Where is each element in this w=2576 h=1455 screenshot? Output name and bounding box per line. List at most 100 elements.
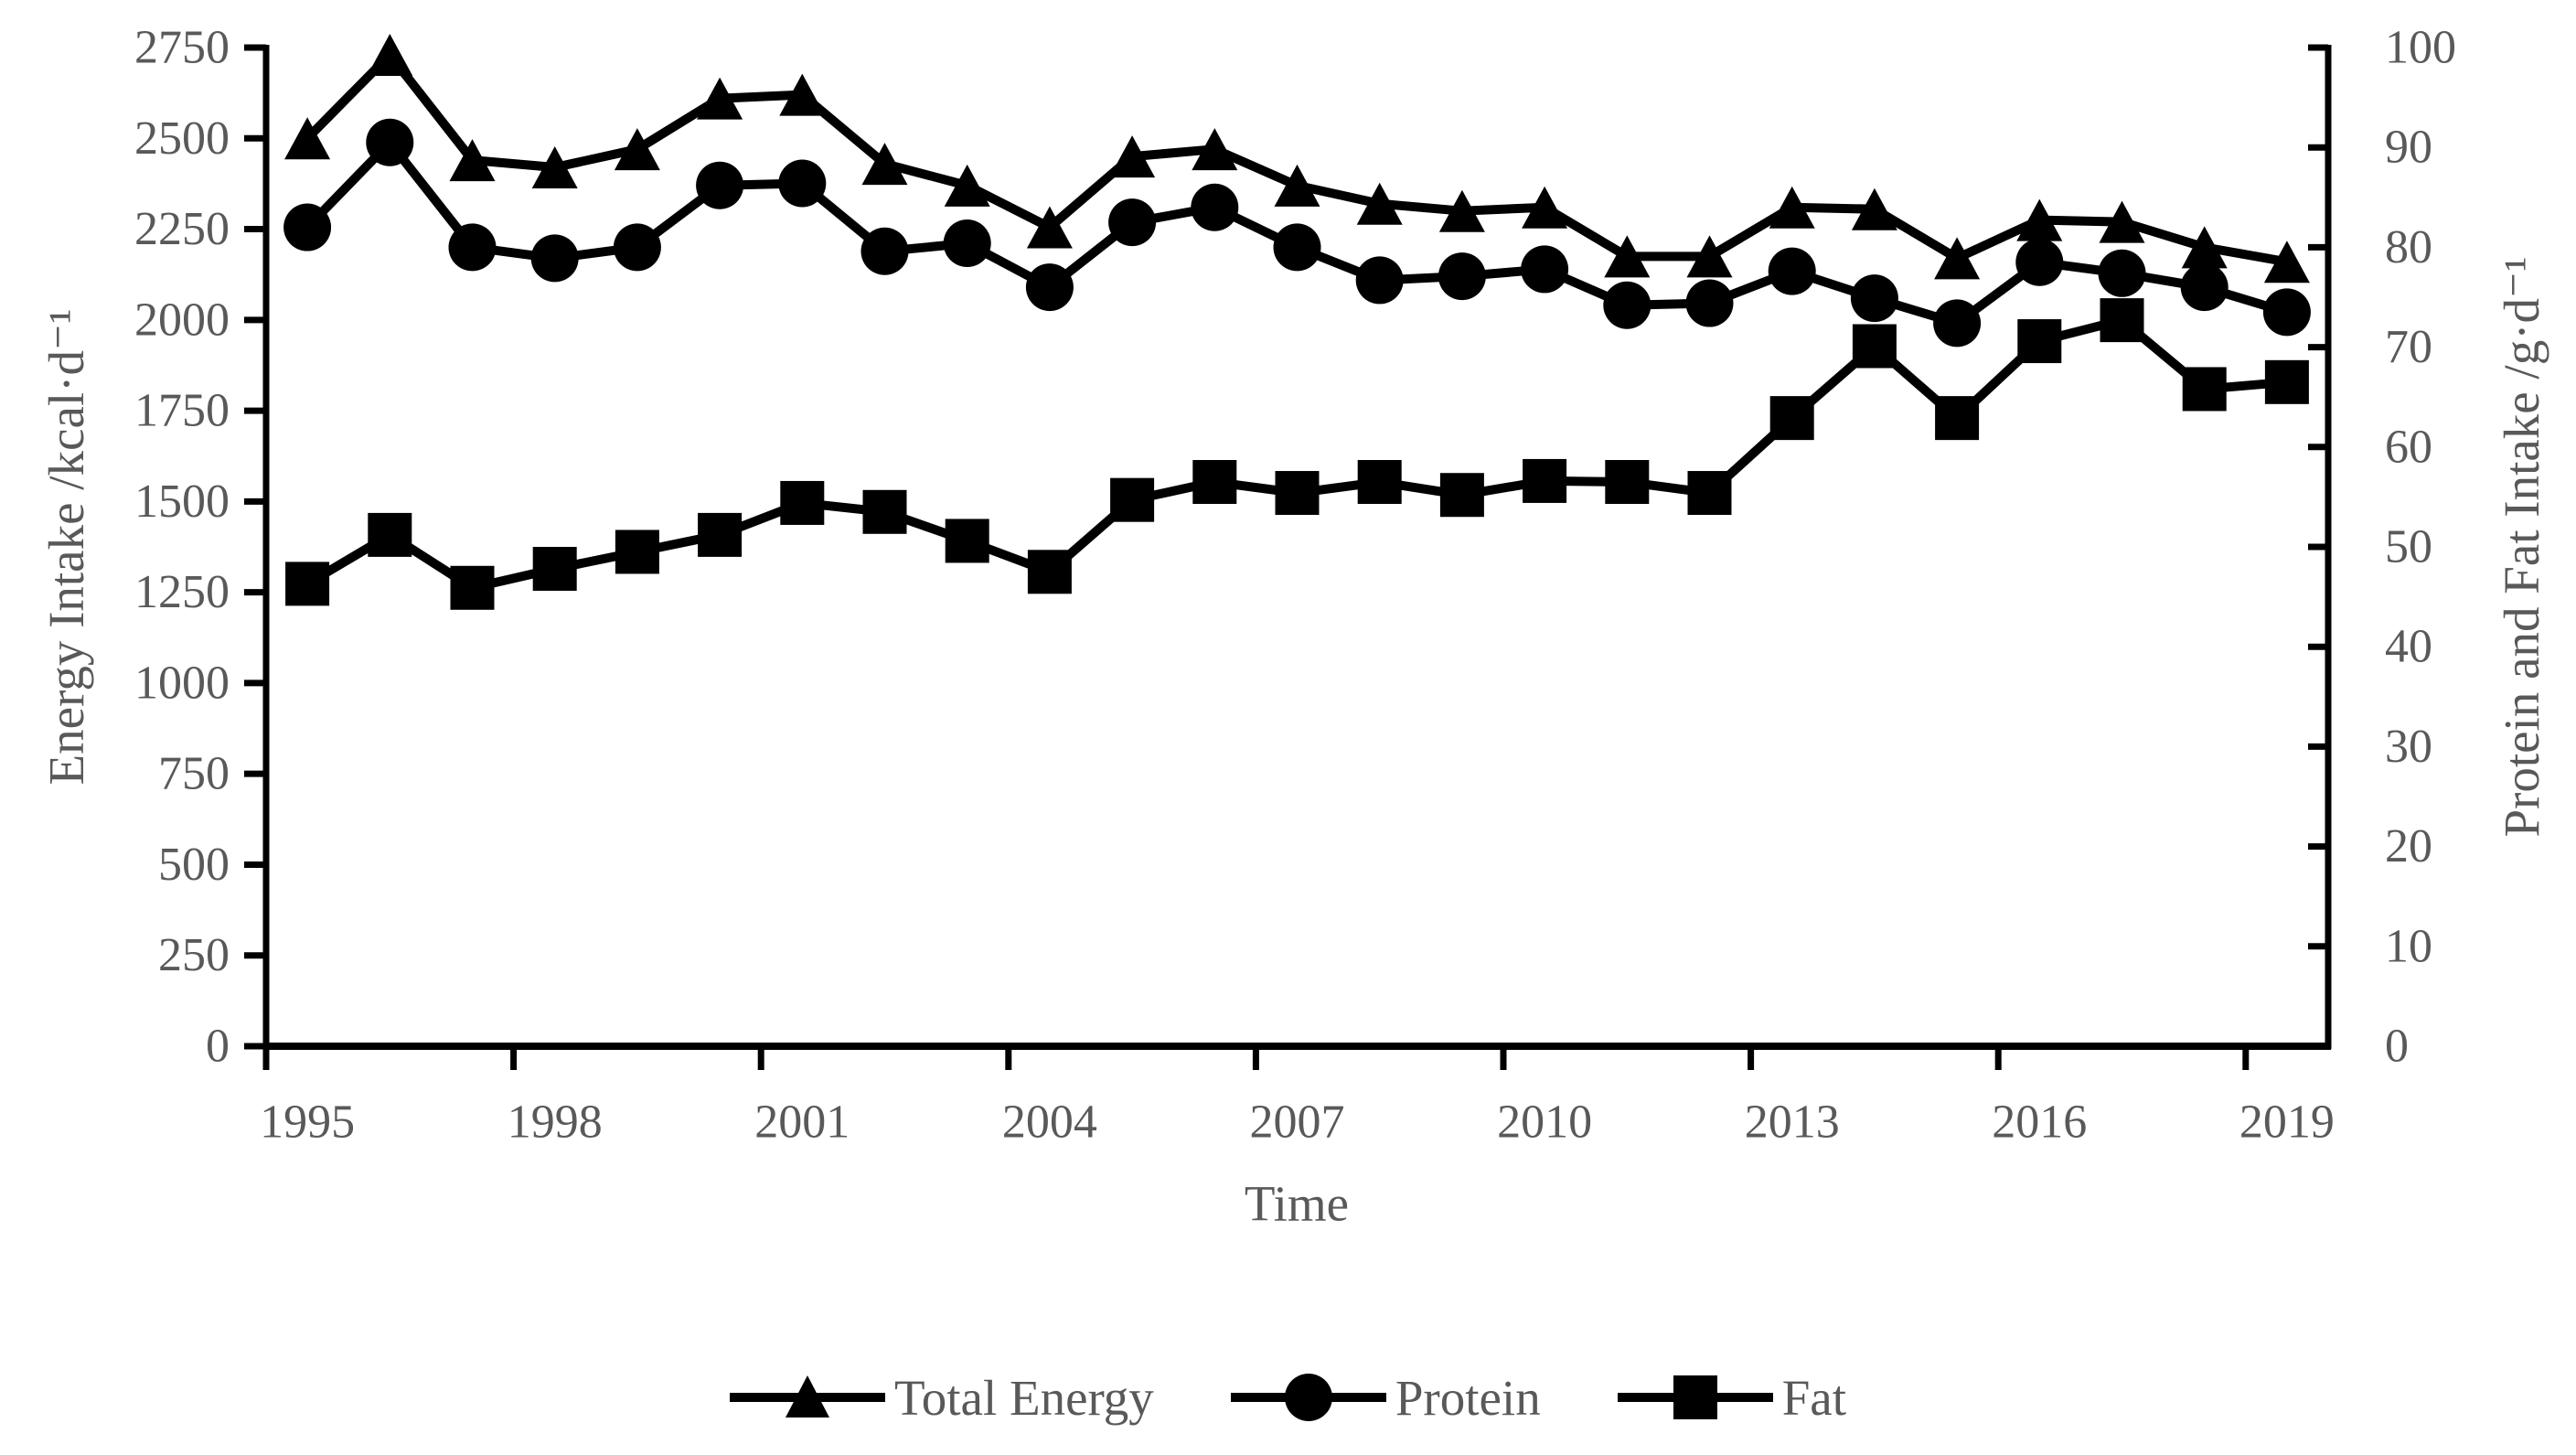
triangle-marker-icon xyxy=(614,128,660,171)
legend: Total Energy Protein Fat xyxy=(0,1368,2576,1427)
circle-marker-icon xyxy=(696,161,744,209)
right-axis-tick-label: 0 xyxy=(2385,1021,2409,1073)
left-axis-tick-label: 1250 xyxy=(134,566,230,618)
right-axis-title: Protein and Fat Intake /g·d⁻¹ xyxy=(2494,256,2549,838)
triangle-marker-icon xyxy=(1026,206,1073,249)
right-axis-tick-label: 80 xyxy=(2385,221,2432,273)
left-axis-tick-label: 2000 xyxy=(134,294,230,346)
right-axis-tick-label: 50 xyxy=(2385,521,2432,573)
x-axis-tick-label: 2019 xyxy=(2239,1097,2335,1149)
x-axis-tick-label: 1998 xyxy=(508,1097,603,1149)
triangle-marker-icon xyxy=(779,73,826,116)
triangle-marker-icon xyxy=(730,1375,885,1418)
circle-marker-icon xyxy=(1191,183,1239,231)
square-marker-icon xyxy=(532,547,577,592)
left-axis-tick-label: 250 xyxy=(158,929,230,981)
x-axis-tick-label: 2001 xyxy=(754,1097,850,1149)
square-marker-icon xyxy=(285,562,330,606)
triangle-marker-icon xyxy=(1686,235,1733,278)
triangle-marker-icon xyxy=(861,143,908,186)
left-axis-tick-label: 1500 xyxy=(134,476,230,528)
circle-marker-icon xyxy=(2098,249,2146,297)
x-axis-tick-label: 2010 xyxy=(1497,1097,1592,1149)
circle-marker-icon xyxy=(1933,299,1982,348)
left-axis-title: Energy Intake /kcal·d⁻¹ xyxy=(38,308,94,786)
square-marker-icon xyxy=(1439,473,1484,518)
triangle-marker-icon xyxy=(2263,241,2310,284)
circle-marker-icon xyxy=(1768,247,1816,295)
circle-marker-icon xyxy=(1230,1374,1386,1421)
circle-marker-icon xyxy=(1025,263,1074,312)
square-marker-icon xyxy=(1617,1375,1773,1419)
circle-marker-icon xyxy=(2015,238,2064,286)
legend-item-fat: Fat xyxy=(1617,1368,1846,1427)
circle-marker-icon xyxy=(860,227,909,275)
right-axis-tick-label: 40 xyxy=(2385,621,2432,673)
square-marker-icon xyxy=(945,519,989,563)
square-marker-icon xyxy=(368,512,412,557)
triangle-marker-icon xyxy=(284,117,331,160)
legend-item-protein: Protein xyxy=(1230,1368,1541,1427)
left-axis-tick-label: 1000 xyxy=(134,657,230,709)
circle-marker-icon xyxy=(1850,274,1898,323)
triangle-marker-icon xyxy=(2016,198,2063,241)
square-marker-icon xyxy=(1935,396,1980,441)
right-axis-tick-label: 100 xyxy=(2385,22,2456,74)
triangle-marker-icon xyxy=(1934,237,1981,280)
square-marker-icon xyxy=(1027,550,1072,594)
square-marker-icon xyxy=(1852,324,1897,369)
x-axis-tick-label: 2007 xyxy=(1250,1097,1345,1149)
triangle-marker-icon xyxy=(1109,135,1156,178)
square-marker-icon xyxy=(780,480,825,525)
legend-item-total-energy: Total Energy xyxy=(730,1368,1154,1427)
left-axis-tick-label: 2250 xyxy=(134,203,230,255)
x-axis-tick-label: 1995 xyxy=(260,1097,355,1149)
circle-marker-icon xyxy=(2180,263,2229,312)
right-axis-tick-label: 70 xyxy=(2385,321,2432,373)
square-marker-icon xyxy=(2100,298,2144,343)
triangle-marker-icon xyxy=(1769,186,1815,229)
left-axis-tick-label: 1750 xyxy=(134,385,230,437)
square-marker-icon xyxy=(1275,471,1320,516)
square-marker-icon xyxy=(1357,460,1402,505)
right-axis-tick-label: 60 xyxy=(2385,421,2432,473)
legend-label: Protein xyxy=(1395,1369,1541,1426)
square-marker-icon xyxy=(2182,367,2227,412)
legend-label: Fat xyxy=(1781,1369,1846,1426)
square-marker-icon xyxy=(2264,359,2309,404)
x-axis-title: Time xyxy=(1244,1175,1350,1232)
square-marker-icon xyxy=(2017,319,2062,364)
circle-marker-icon xyxy=(1685,279,1734,327)
square-marker-icon xyxy=(862,489,907,534)
triangle-marker-icon xyxy=(944,164,990,207)
circle-marker-icon xyxy=(1603,281,1651,329)
circle-marker-icon xyxy=(1355,256,1404,305)
circle-marker-icon xyxy=(448,223,497,272)
triangle-marker-icon xyxy=(531,146,578,189)
x-axis-tick-label: 2013 xyxy=(1745,1097,1840,1149)
triangle-marker-icon xyxy=(449,139,496,182)
square-marker-icon xyxy=(1110,477,1155,522)
left-axis-tick-label: 500 xyxy=(158,839,230,891)
square-marker-icon xyxy=(1523,458,1567,503)
triangle-marker-icon xyxy=(367,33,413,76)
left-axis-tick-label: 0 xyxy=(206,1021,230,1073)
circle-marker-icon xyxy=(366,118,414,166)
square-marker-icon xyxy=(1769,396,1814,441)
right-axis-tick-label: 10 xyxy=(2385,920,2432,972)
circle-marker-icon xyxy=(2262,288,2311,337)
left-axis-tick-label: 2500 xyxy=(134,112,230,165)
circle-marker-icon xyxy=(778,159,827,208)
triangle-marker-icon xyxy=(1274,164,1320,207)
right-axis-tick-label: 20 xyxy=(2385,820,2432,872)
legend-label: Total Energy xyxy=(894,1369,1154,1426)
left-axis-tick-label: 750 xyxy=(158,748,230,800)
series-line-fat xyxy=(303,316,2292,593)
x-axis-tick-label: 2004 xyxy=(1002,1097,1097,1149)
circle-marker-icon xyxy=(613,223,661,272)
circle-marker-icon xyxy=(1108,198,1157,247)
triangle-marker-icon xyxy=(1192,128,1238,171)
square-marker-icon xyxy=(698,512,743,557)
